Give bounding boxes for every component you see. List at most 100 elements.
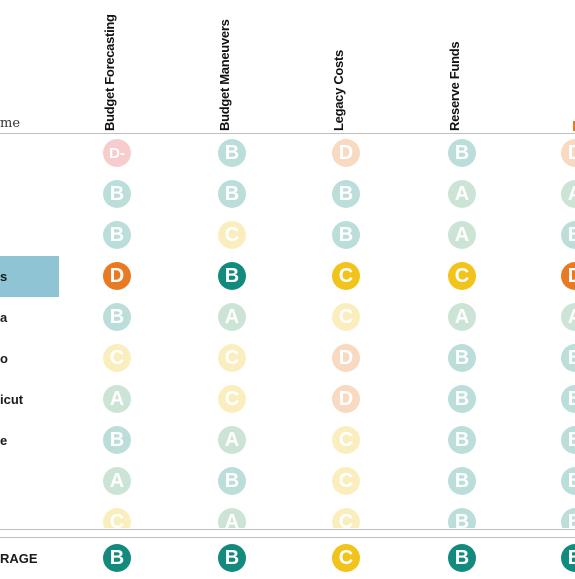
grade-letter: B	[454, 428, 470, 451]
grade-letter: B	[454, 387, 470, 410]
grade-letter: B	[224, 141, 240, 164]
grade-badge: C	[218, 221, 246, 249]
grade-badge: B	[561, 426, 575, 454]
grade-letter: B	[109, 305, 125, 328]
grade-badge: B	[561, 544, 575, 572]
grade-letter: B	[454, 346, 470, 369]
grade-letter: B	[224, 182, 240, 205]
grade-badge: B	[561, 385, 575, 413]
average-divider-top	[0, 529, 575, 530]
column-header-label: Budget Forecasting	[102, 14, 117, 131]
row-label[interactable]: icut	[0, 392, 24, 407]
average-divider-bottom	[0, 537, 575, 538]
row-label[interactable]: o	[0, 351, 8, 366]
grade-letter: D	[567, 141, 575, 164]
grade-badge: D	[103, 262, 131, 290]
average-label: RAGE	[0, 551, 38, 566]
grade-letter: B	[338, 182, 354, 205]
grade-letter: C	[224, 346, 240, 369]
grade-badge: B	[332, 180, 360, 208]
grade-badge: B	[103, 180, 131, 208]
grade-letter: C	[338, 510, 354, 533]
grade-letter: B	[109, 428, 125, 451]
grade-letter: A	[224, 510, 240, 533]
grade-badge: B	[448, 385, 476, 413]
row-label[interactable]	[0, 133, 59, 174]
grade-letter: B	[567, 223, 575, 246]
column-header-label: Budget Maneuvers	[217, 19, 232, 131]
grade-letter: B	[567, 387, 575, 410]
grade-letter: A	[454, 223, 470, 246]
name-column-header: me	[0, 116, 21, 131]
grade-letter: D	[338, 141, 354, 164]
grade-badge: A	[561, 303, 575, 331]
grade-letter: C	[338, 305, 354, 328]
grade-badge: B	[218, 180, 246, 208]
grade-letter: B	[454, 141, 470, 164]
grade-badge: B	[218, 139, 246, 167]
grade-badge: A	[561, 180, 575, 208]
row-label[interactable]: a	[0, 310, 8, 325]
grade-letter: A	[567, 305, 575, 328]
grade-letter: C	[338, 428, 354, 451]
column-header-label: Reserve Funds	[447, 41, 462, 131]
grade-letter: B	[109, 546, 125, 569]
row-label[interactable]: s	[0, 256, 59, 297]
grade-letter: B	[454, 469, 470, 492]
grade-letter: B	[567, 510, 575, 533]
grade-letter: B	[109, 223, 125, 246]
grade-badge: D	[561, 262, 575, 290]
grade-letter: C	[454, 264, 470, 287]
grade-letter: B	[109, 182, 125, 205]
grade-letter: D	[567, 264, 575, 287]
grade-badge: C	[332, 262, 360, 290]
grade-letter: B	[567, 428, 575, 451]
grade-letter: D	[338, 387, 354, 410]
grade-letter: B	[224, 546, 240, 569]
grade-letter: B	[454, 510, 470, 533]
grade-badge: C	[332, 426, 360, 454]
grade-letter: A	[109, 387, 125, 410]
grade-letter: C	[109, 510, 125, 533]
grade-letter: C	[338, 469, 354, 492]
grade-badge: B	[218, 544, 246, 572]
grade-letter: A	[454, 305, 470, 328]
grade-badge: B	[561, 344, 575, 372]
row-label[interactable]: e	[0, 433, 8, 448]
grade-letter: B	[224, 469, 240, 492]
grade-letter: D	[109, 264, 125, 287]
grade-letter: A	[224, 428, 240, 451]
grade-badge: C	[103, 344, 131, 372]
row-label[interactable]	[0, 461, 59, 502]
grade-badge: B	[448, 544, 476, 572]
grade-badge: C	[332, 303, 360, 331]
grade-badge: A	[103, 467, 131, 495]
grade-badge: B	[103, 221, 131, 249]
column-header-label: Legacy Costs	[331, 50, 346, 131]
grade-badge: D	[332, 139, 360, 167]
grade-letter: C	[109, 346, 125, 369]
grade-badge: A	[103, 385, 131, 413]
grade-letter: C	[224, 223, 240, 246]
grade-letter: B	[567, 469, 575, 492]
row-label[interactable]	[0, 174, 59, 215]
grade-badge: C	[448, 262, 476, 290]
grade-badge: B	[218, 262, 246, 290]
grade-letter: B	[567, 346, 575, 369]
row-label[interactable]	[0, 215, 59, 256]
grade-badge: B	[103, 544, 131, 572]
grade-badge: B	[103, 426, 131, 454]
grade-letter: C	[338, 264, 354, 287]
grade-badge: B	[561, 221, 575, 249]
grade-letter: A	[224, 305, 240, 328]
grade-badge: D	[561, 139, 575, 167]
grade-badge: A	[448, 180, 476, 208]
grade-badge: C	[218, 344, 246, 372]
grade-badge: C	[218, 385, 246, 413]
grade-badge: B	[448, 467, 476, 495]
grade-letter: B	[338, 223, 354, 246]
grade-badge: D	[332, 344, 360, 372]
grade-letter: D-	[109, 144, 125, 162]
grade-letter: B	[454, 546, 470, 569]
grade-badge: A	[448, 221, 476, 249]
